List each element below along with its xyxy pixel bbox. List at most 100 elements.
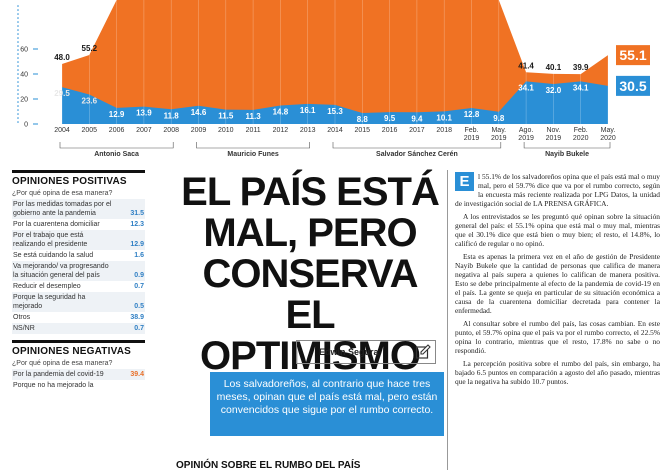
x-tick-label: 2010: [218, 127, 234, 134]
data-label: 40.1: [546, 63, 562, 72]
positive-value: 12.3: [130, 221, 144, 228]
axis-dot: [17, 73, 19, 75]
paragraph-1-text: l 55.1% de los salvadoreños opina que el…: [455, 172, 660, 208]
x-tick-label: Nov.: [546, 127, 560, 134]
data-label: 14.6: [191, 108, 207, 117]
data-label: 29.5: [54, 89, 70, 98]
axis-dot: [17, 81, 19, 83]
x-tick-label: 2006: [109, 127, 125, 134]
data-label: 16.1: [300, 106, 316, 115]
data-label: 11.3: [246, 112, 262, 121]
data-label: 15.3: [327, 107, 343, 116]
x-tick-label: 2014: [327, 127, 343, 134]
chart-axis: 0 20 40 60 2004 2005 2006 2007 2008 2009 2010 2011 2…: [17, 0, 616, 142]
axis-dot: [17, 97, 19, 99]
positive-reason: Reducir el desempleo: [13, 283, 81, 290]
axis-dot: [17, 57, 19, 59]
axis-dot: [17, 49, 19, 51]
x-tick-label: 2011: [246, 127, 261, 134]
positive-reason: Otros: [13, 314, 31, 321]
period-bracket: [59, 142, 174, 149]
x-tick-label: Feb.: [464, 127, 478, 134]
period-bracket: [196, 142, 310, 149]
axis-dot: [17, 53, 19, 55]
data-label: 8.8: [357, 115, 369, 124]
axis-dot: [17, 65, 19, 67]
axis-dot: [17, 77, 19, 79]
president-name: Antonio Saca: [94, 151, 139, 158]
paragraph-2: A los entrevistados se les preguntó qué …: [455, 212, 660, 248]
axis-dot: [17, 61, 19, 63]
negative-question: ¿Por qué opina de esa manera?: [12, 360, 113, 367]
positive-reason: Por las medidas tomadas por el gobierno …: [13, 201, 112, 217]
data-label: 11.8: [164, 111, 180, 120]
latest-good-label: 30.5: [619, 78, 646, 94]
edit-icon: [415, 344, 431, 359]
data-label: 41.4: [518, 61, 534, 70]
axis-dot: [17, 33, 19, 35]
axis-dot: [17, 41, 19, 43]
period-bracket: [523, 142, 611, 149]
data-label: 55.2: [82, 44, 98, 53]
positive-value: 12.9: [130, 241, 144, 248]
bad-area-layer: [62, 0, 608, 124]
data-label: 48.0: [54, 53, 70, 62]
positive-row: NS/NR 0.7: [12, 323, 145, 334]
x-tick-label: 2007: [136, 127, 152, 134]
positive-opinions-list: Por las medidas tomadas por el gobierno …: [12, 199, 145, 334]
positive-question: ¿Por qué opina de esa manera?: [12, 190, 113, 197]
data-label: 9.8: [493, 114, 505, 123]
axis-dot: [17, 29, 19, 31]
x-tick-label: 2008: [163, 127, 179, 134]
y-tick-label: 20: [20, 97, 28, 104]
data-label: 9.5: [384, 114, 396, 123]
x-tick-label: 2019: [518, 135, 534, 142]
data-label: 11.5: [218, 112, 234, 121]
positive-value: 0.9: [134, 272, 144, 279]
negative-opinions-list: Por la pandemia del covid-19 39.4 Porque n…: [12, 369, 145, 391]
column-divider: [447, 170, 448, 470]
paragraph-5: La percepción positiva sobre el rumbo de…: [455, 359, 660, 386]
axis-dot: [17, 17, 19, 19]
x-tick-label: 2016: [382, 127, 398, 134]
bad-opinion-area: [62, 0, 608, 124]
positive-value: 0.7: [134, 283, 144, 290]
positive-row: Reducir el desempleo 0.7: [12, 281, 145, 292]
paragraph-3: Esta es apenas la primera vez en el año …: [455, 252, 660, 315]
y-tick-label: 40: [20, 72, 28, 79]
positive-row: Va mejorando/ va progresando la situació…: [12, 261, 145, 281]
positive-row: Por el trabajo que está realizando el pr…: [12, 230, 145, 250]
data-label: 32.0: [546, 86, 562, 95]
x-tick-label: 2009: [191, 127, 207, 134]
chart-svg: 0 20 40 60 2004 2005 2006 2007 2008 2009 2010 2011 2…: [17, 0, 650, 158]
axis-dot: [17, 101, 19, 103]
data-label: 13.9: [136, 109, 152, 118]
data-label: 39.9: [573, 63, 589, 72]
axis-dot: [17, 45, 19, 47]
positive-row: Por la cuarentena domiciliar 12.3: [12, 219, 145, 230]
positive-value: 0.7: [134, 325, 144, 332]
positive-value: 38.9: [130, 314, 144, 321]
negative-opinions-title: OPINIONES NEGATIVAS: [12, 340, 145, 357]
positive-reason: Porque la seguridad ha mejorado: [13, 294, 86, 310]
x-tick-label: 2017: [409, 127, 425, 134]
positive-reason: Se está cuidando la salud: [13, 252, 94, 259]
x-tick-label: 2012: [273, 127, 289, 134]
latest-bad-label: 55.1: [619, 47, 646, 63]
headline: EL PAÍS ESTÁ MAL, PERO CONSERVA EL OPTIM…: [181, 170, 440, 378]
axis-dot: [17, 21, 19, 23]
axis-dot: [17, 9, 19, 11]
axis-dot: [17, 5, 19, 7]
axis-dot: [17, 121, 19, 123]
latest-good-box: [616, 75, 650, 96]
data-label: 14.8: [273, 108, 289, 117]
opinion-tables: OPINIONES POSITIVAS ¿Por qué opina de es…: [12, 170, 145, 391]
axis-dot: [17, 37, 19, 39]
axis-dot: [17, 85, 19, 87]
axis-dot: [17, 13, 19, 15]
positive-row: Otros 38.9: [12, 312, 145, 323]
positive-opinions-title: OPINIONES POSITIVAS: [12, 170, 145, 187]
y-tick-label: 0: [24, 122, 28, 129]
